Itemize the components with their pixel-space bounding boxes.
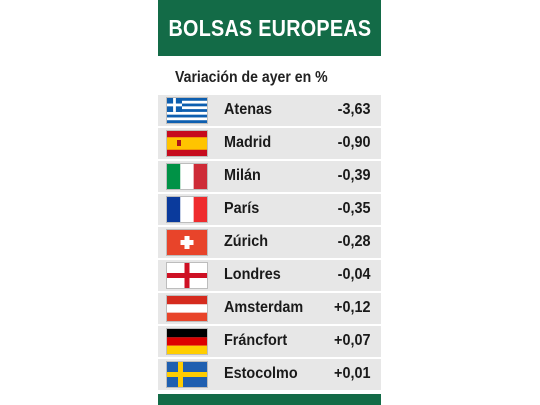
chart-title: BOLSAS EUROPEAS <box>168 14 371 41</box>
spain-flag-icon <box>166 130 208 157</box>
value-label: -0,90 <box>337 134 370 151</box>
value-label: -0,39 <box>337 167 370 184</box>
city-label: Atenas <box>224 101 273 118</box>
england-flag-icon <box>166 262 208 289</box>
germany-flag-icon <box>166 328 208 355</box>
city-label: Amsterdam <box>224 299 304 316</box>
title-bar: BOLSAS EUROPEAS <box>158 0 381 56</box>
value-label: -3,63 <box>337 101 370 118</box>
france-flag-icon <box>166 196 208 223</box>
value-label: +0,07 <box>333 332 370 349</box>
value-label: -0,04 <box>337 266 370 283</box>
chart-subtitle: Variación de ayer en % <box>175 69 328 86</box>
market-row: Amsterdam +0,12 <box>158 293 381 324</box>
market-row: Milán -0,39 <box>158 161 381 192</box>
value-label: +0,12 <box>333 299 370 316</box>
netherlands-flag-icon <box>166 295 208 322</box>
value-label: -0,35 <box>337 200 370 217</box>
market-row: Atenas -3,63 <box>158 95 381 126</box>
infographic-panel: BOLSAS EUROPEAS Variación de ayer en % A… <box>158 0 381 405</box>
market-row: Londres -0,04 <box>158 260 381 291</box>
market-row: Zúrich -0,28 <box>158 227 381 258</box>
city-label: Fráncfort <box>224 332 288 349</box>
sweden-flag-icon <box>166 361 208 388</box>
city-label: Milán <box>224 167 261 184</box>
city-label: Madrid <box>224 134 272 151</box>
italy-flag-icon <box>166 163 208 190</box>
city-label: Zúrich <box>224 233 269 250</box>
market-row: Estocolmo +0,01 <box>158 359 381 390</box>
switzerland-flag-icon <box>166 229 208 256</box>
footer-bar <box>158 394 381 405</box>
city-label: Estocolmo <box>224 365 298 382</box>
market-row: París -0,35 <box>158 194 381 225</box>
city-label: París <box>224 200 260 217</box>
value-label: +0,01 <box>333 365 370 382</box>
market-row: Fráncfort +0,07 <box>158 326 381 357</box>
market-row: Madrid -0,90 <box>158 128 381 159</box>
city-label: Londres <box>224 266 281 283</box>
greece-flag-icon <box>166 97 208 124</box>
value-label: -0,28 <box>337 233 370 250</box>
